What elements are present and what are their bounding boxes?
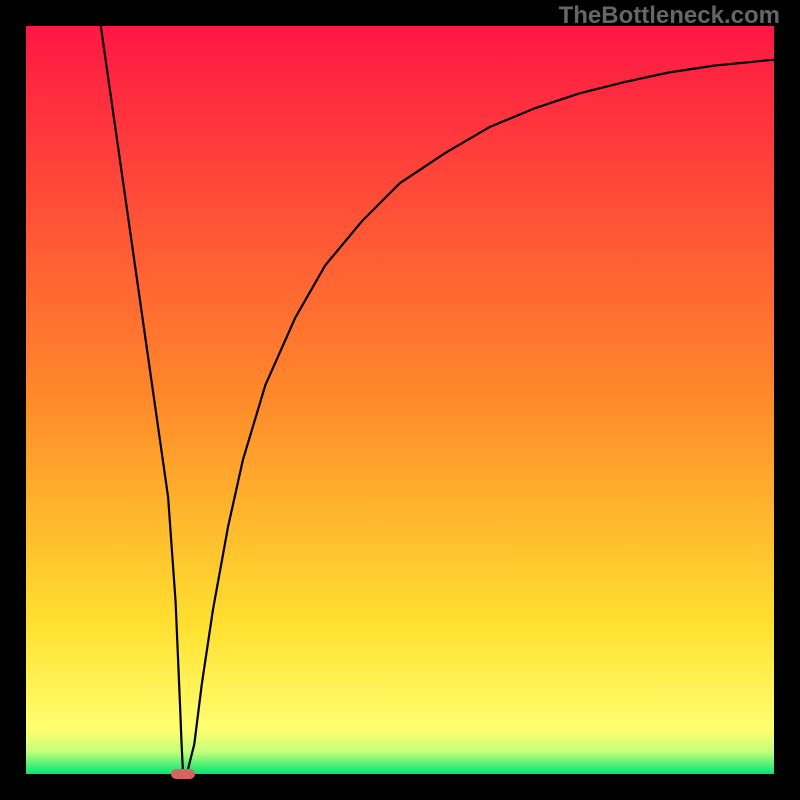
optimal-marker	[171, 769, 195, 779]
curve-layer	[0, 0, 800, 800]
watermark-text: TheBottleneck.com	[559, 2, 780, 30]
bottleneck-curve	[101, 26, 774, 774]
chart-container: TheBottleneck.com	[0, 0, 800, 800]
